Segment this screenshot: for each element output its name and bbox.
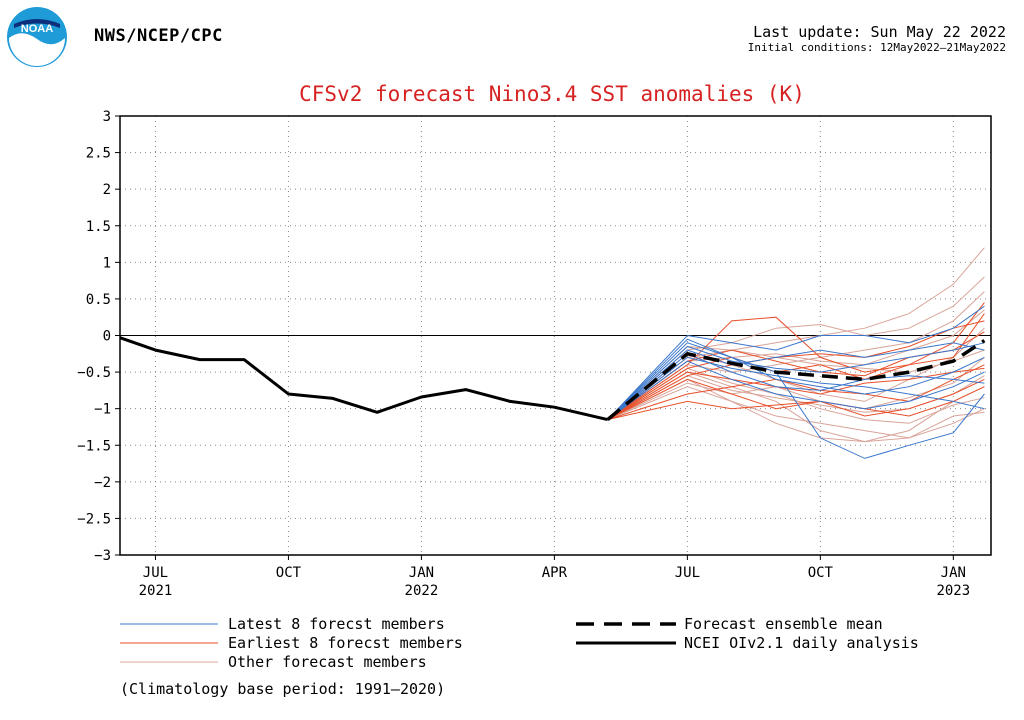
latest-member-line bbox=[607, 356, 985, 420]
y-tick-label: −1.5 bbox=[77, 438, 111, 454]
latest-member-line bbox=[607, 342, 985, 420]
latest-member-line bbox=[607, 305, 985, 420]
y-tick-label: 0 bbox=[103, 329, 111, 345]
y-tick-label: −3 bbox=[94, 548, 111, 564]
noaa-logo: NOAA bbox=[7, 7, 67, 67]
y-tick-label: −2.5 bbox=[77, 511, 111, 527]
x-tick-label: JUL bbox=[675, 565, 700, 581]
earliest-member-line bbox=[607, 320, 985, 421]
other-member-line bbox=[607, 371, 985, 443]
legend-label-earliest: Earliest 8 forecst members bbox=[228, 634, 463, 652]
x-tick-label: JAN bbox=[409, 565, 434, 581]
agency-name: NWS/NCEP/CPC bbox=[94, 26, 223, 46]
climatology-note: (Climatology base period: 1991–2020) bbox=[120, 680, 445, 698]
legend-label-other: Other forecast members bbox=[228, 653, 427, 671]
other-members-series bbox=[607, 247, 985, 443]
y-tick-label: 2 bbox=[103, 182, 111, 198]
earliest-member-line bbox=[607, 302, 985, 421]
x-tick-label: OCT bbox=[276, 565, 302, 581]
y-tick-label: 1 bbox=[103, 255, 111, 271]
last-update: Last update: Sun May 22 2022 bbox=[753, 23, 1006, 41]
latest-member-line bbox=[607, 342, 985, 459]
y-tick-label: 1.5 bbox=[86, 219, 111, 235]
y-tick-label: −1 bbox=[94, 402, 111, 418]
other-member-line bbox=[607, 276, 985, 420]
x-tick-year: 2021 bbox=[139, 583, 173, 599]
y-tick-label: −0.5 bbox=[77, 365, 111, 381]
legend-label-mean: Forecast ensemble mean bbox=[684, 615, 883, 633]
latest-member-line bbox=[607, 353, 985, 420]
latest-member-line bbox=[607, 360, 985, 421]
other-member-line bbox=[607, 367, 985, 424]
earliest-member-line bbox=[607, 367, 985, 421]
latest-members-series bbox=[607, 305, 985, 459]
latest-member-line bbox=[607, 338, 985, 420]
observed-line bbox=[119, 336, 608, 422]
x-tick-year: 2023 bbox=[936, 583, 970, 599]
initial-conditions: Initial conditions: 12May2022–21May2022 bbox=[747, 41, 1006, 54]
chart-title: CFSv2 forecast Nino3.4 SST anomalies (K) bbox=[299, 82, 805, 106]
x-tick-year: 2022 bbox=[405, 583, 439, 599]
y-axis: 3 2.5 2 1.5 1 0.5 0 −0.5 −1 −1.5 −2 −2.5 −3 bbox=[77, 109, 120, 564]
x-tick-label: OCT bbox=[808, 565, 834, 581]
y-tick-label: 3 bbox=[103, 109, 111, 125]
x-tick-label: APR bbox=[542, 565, 568, 581]
x-tick-label: JAN bbox=[941, 565, 966, 581]
observed-series bbox=[119, 336, 608, 422]
y-tick-label: 0.5 bbox=[86, 292, 111, 308]
grid-lines bbox=[120, 116, 991, 555]
latest-member-line bbox=[607, 342, 985, 420]
x-axis: JUL 2021 OCT JAN 2022 APR JUL OCT JAN 2023 bbox=[139, 555, 970, 599]
x-tick-label: JUL bbox=[143, 565, 168, 581]
y-tick-label: −2 bbox=[94, 475, 111, 491]
y-tick-label: 2.5 bbox=[86, 146, 111, 162]
logo-text: NOAA bbox=[21, 23, 53, 35]
earliest-member-line bbox=[607, 313, 985, 421]
legend-label-observed: NCEI OIv2.1 daily analysis bbox=[684, 634, 919, 652]
legend-label-latest: Latest 8 forecst members bbox=[228, 615, 445, 633]
